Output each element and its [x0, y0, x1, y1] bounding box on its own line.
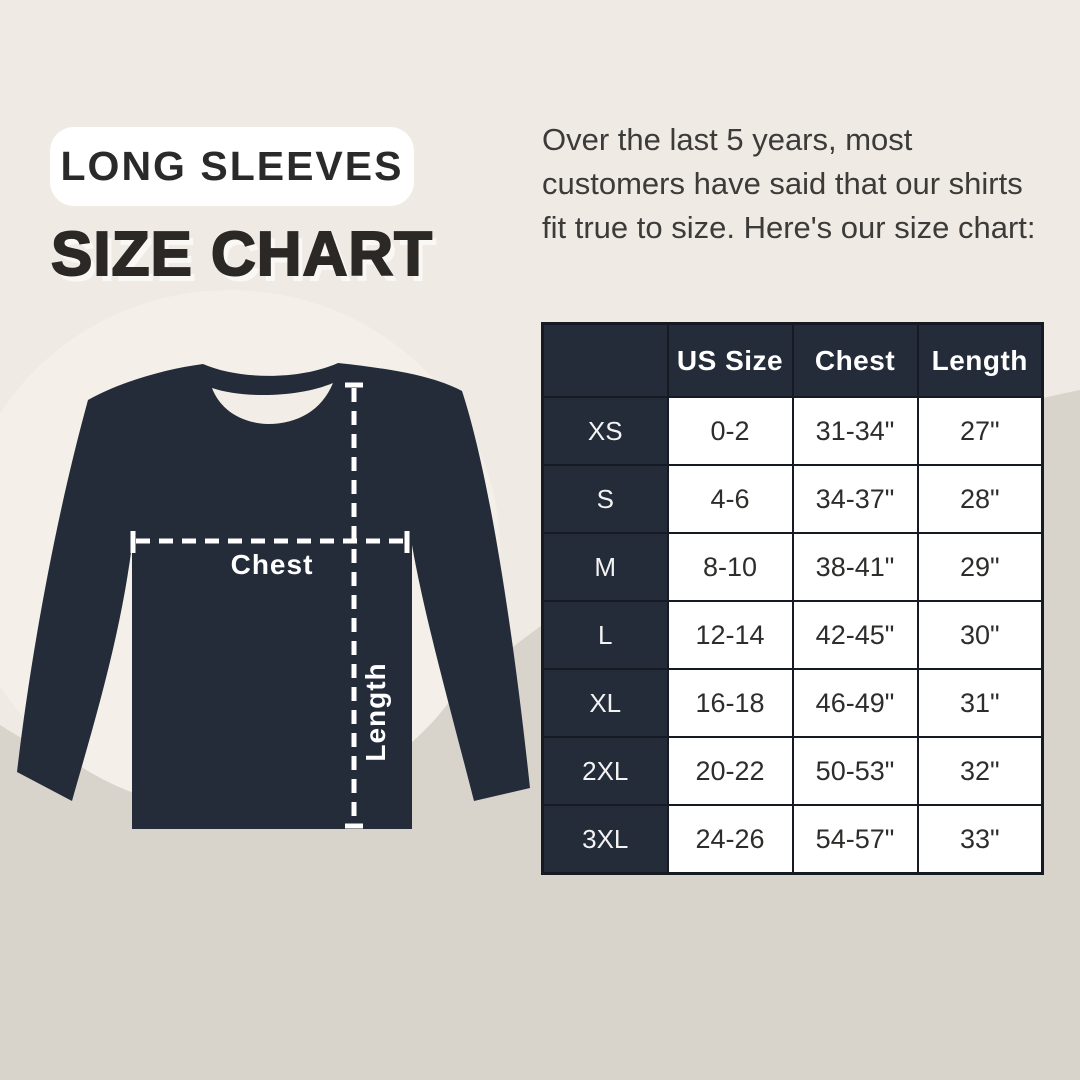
chest-measure-line: [130, 531, 410, 553]
length-cell: 30": [916, 600, 1044, 670]
shirt-neck-opening: [212, 383, 333, 424]
size-cell: S: [541, 464, 669, 534]
length-cell: 27": [916, 396, 1044, 466]
us-size-cell: 16-18: [666, 668, 794, 738]
size-cell: XS: [541, 396, 669, 466]
size-cell: 3XL: [541, 804, 669, 875]
size-cell: XL: [541, 668, 669, 738]
length-measure-line: [345, 382, 363, 829]
length-cell: 32": [916, 736, 1044, 806]
us-size-cell: 4-6: [666, 464, 794, 534]
table-row-s: S 4-6 34-37" 28": [541, 464, 1044, 534]
header-cell-us-size: US Size: [666, 322, 794, 398]
table-header-row: US Size Chest Length: [541, 322, 1044, 398]
us-size-cell: 20-22: [666, 736, 794, 806]
category-badge-label: LONG SLEEVES: [60, 143, 404, 189]
length-cell: 29": [916, 532, 1044, 602]
chest-cell: 34-37": [791, 464, 919, 534]
length-label: Length: [360, 662, 391, 761]
table-row-xs: XS 0-2 31-34" 27": [541, 396, 1044, 466]
size-cell: M: [541, 532, 669, 602]
us-size-cell: 8-10: [666, 532, 794, 602]
chest-label: Chest: [231, 549, 314, 580]
table-row-xl: XL 16-18 46-49" 31": [541, 668, 1044, 738]
header-cell-empty: [541, 322, 669, 398]
us-size-cell: 0-2: [666, 396, 794, 466]
size-cell: 2XL: [541, 736, 669, 806]
table-row-3xl: 3XL 24-26 54-57" 33": [541, 804, 1044, 875]
header-cell-chest: Chest: [791, 322, 919, 398]
table-row-2xl: 2XL 20-22 50-53" 32": [541, 736, 1044, 806]
chest-cell: 54-57": [791, 804, 919, 875]
us-size-cell: 12-14: [666, 600, 794, 670]
length-cell: 28": [916, 464, 1044, 534]
header-cell-length: Length: [916, 322, 1044, 398]
intro-text: Over the last 5 years, most customers ha…: [542, 122, 1036, 245]
page-title: SIZE CHART: [50, 220, 433, 289]
chest-cell: 46-49": [791, 668, 919, 738]
length-cell: 31": [916, 668, 1044, 738]
size-table: US Size Chest Length XS 0-2 31-34" 27" S…: [541, 322, 1044, 875]
chest-cell: 38-41": [791, 532, 919, 602]
shirt-illustration: [17, 363, 530, 829]
table-row-m: M 8-10 38-41" 29": [541, 532, 1044, 602]
table-row-l: L 12-14 42-45" 30": [541, 600, 1044, 670]
chest-cell: 31-34": [791, 396, 919, 466]
length-cell: 33": [916, 804, 1044, 875]
chest-cell: 50-53": [791, 736, 919, 806]
category-badge: LONG SLEEVES: [50, 127, 414, 206]
chest-cell: 42-45": [791, 600, 919, 670]
size-cell: L: [541, 600, 669, 670]
us-size-cell: 24-26: [666, 804, 794, 875]
